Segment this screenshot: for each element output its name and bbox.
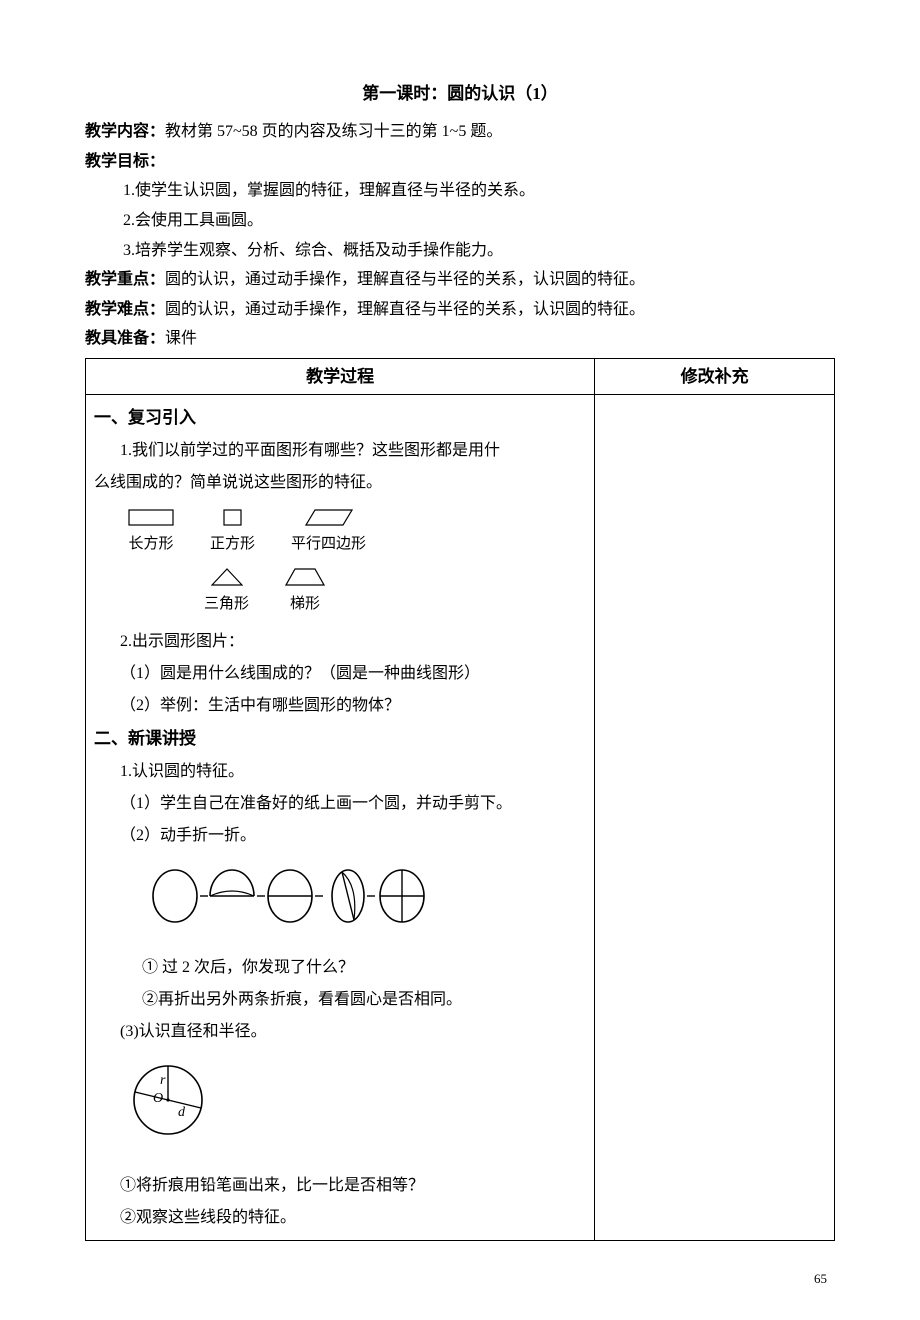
process-cell: 一、复习引入 1.我们以前学过的平面图形有哪些？这些图形都是用什 么线围成的？简… [86,395,595,1241]
section2-1-1: （1）学生自己在准备好的纸上画一个圆，并动手剪下。 [94,788,586,820]
section1-q1-a: 1.我们以前学过的平面图形有哪些？这些图形都是用什 [94,435,586,467]
square-icon [223,509,242,526]
section2-1-3: (3)认识直径和半径。 [94,1016,586,1048]
section2-heading: 二、新课讲授 [94,722,586,756]
shape-square: 正方形 [210,509,255,560]
difficulty-text: 圆的认识，通过动手操作，理解直径与半径的关系，认识圆的特征。 [165,301,645,318]
shape-trapezoid: 梯形 [285,568,325,620]
lesson-title: 第一课时：圆的认识（1） [85,80,835,107]
focus-text: 圆的认识，通过动手操作，理解直径与半径的关系，认识圆的特征。 [165,271,645,288]
section1-q1-b: 么线围成的？简单说说这些图形的特征。 [94,467,586,499]
objective-1: 1.使学生认识圆，掌握圆的特征，理解直径与半径的关系。 [85,178,835,204]
objective-2: 2.会使用工具画圆。 [85,208,835,234]
fold-diagram [94,866,586,938]
parallelogram-icon [305,509,353,526]
section1-heading: 一、复习引入 [94,401,586,435]
focus-line: 教学重点：圆的认识，通过动手操作，理解直径与半径的关系，认识圆的特征。 [85,267,835,293]
section2-1-2: （2）动手折一折。 [94,820,586,852]
shape-parallelogram: 平行四边形 [291,509,366,560]
radius-diameter-icon: r O d [126,1062,216,1140]
shapes-row-2: 三角形 梯形 [94,568,586,620]
content-label: 教学内容： [85,123,165,140]
section2-rd-q2: ②观察这些线段的特征。 [94,1202,586,1234]
objectives-label: 教学目标： [85,153,165,170]
radius-diagram: r O d [94,1062,586,1152]
tools-text: 课件 [165,330,197,347]
section2-rd-q1: ①将折痕用铅笔画出来，比一比是否相等？ [94,1170,586,1202]
section2-1: 1.认识圆的特征。 [94,756,586,788]
focus-label: 教学重点： [85,271,165,288]
header-notes: 修改补充 [595,358,835,394]
notes-cell [595,395,835,1241]
objective-3: 3.培养学生观察、分析、综合、概括及动手操作能力。 [85,238,835,264]
table-body-row: 一、复习引入 1.我们以前学过的平面图形有哪些？这些图形都是用什 么线围成的？简… [86,395,835,1241]
content-text: 教材第 57~58 页的内容及练习十三的第 1~5 题。 [165,123,502,140]
objectives-label-line: 教学目标： [85,149,835,175]
shape-rectangle: 长方形 [128,509,174,560]
triangle-icon [211,568,243,586]
section2-fold-q2: ②再折出另外两条折痕，看看圆心是否相同。 [94,984,586,1016]
label-r: r [160,1073,166,1088]
section1-q2-1: （1）圆是用什么线围成的？（圆是一种曲线图形） [94,658,586,690]
triangle-label: 三角形 [204,596,249,612]
label-d: d [178,1105,186,1120]
teaching-content-line: 教学内容：教材第 57~58 页的内容及练习十三的第 1~5 题。 [85,119,835,145]
section1-q2-2: （2）举例：生活中有哪些圆形的物体？ [94,690,586,722]
lesson-table: 教学过程 修改补充 一、复习引入 1.我们以前学过的平面图形有哪些？这些图形都是… [85,358,835,1241]
label-o: O [153,1091,163,1106]
trapezoid-label: 梯形 [290,596,320,612]
square-label: 正方形 [210,536,255,552]
page-number: 65 [85,1269,835,1290]
tools-line: 教具准备：课件 [85,326,835,352]
shapes-row-1: 长方形 正方形 平行四边形 [94,509,586,560]
section1-q2: 2.出示圆形图片： [94,626,586,658]
fold-sequence-icon [150,866,440,926]
table-header-row: 教学过程 修改补充 [86,358,835,394]
rectangle-label: 长方形 [128,536,173,552]
shape-triangle: 三角形 [204,568,249,620]
section2-fold-q1: ① 过 2 次后，你发现了什么？ [94,952,586,984]
difficulty-label: 教学难点： [85,301,165,318]
difficulty-line: 教学难点：圆的认识，通过动手操作，理解直径与半径的关系，认识圆的特征。 [85,297,835,323]
trapezoid-icon [285,568,325,586]
tools-label: 教具准备： [85,330,165,347]
parallelogram-label: 平行四边形 [291,536,366,552]
rectangle-icon [128,509,174,526]
header-process: 教学过程 [86,358,595,394]
